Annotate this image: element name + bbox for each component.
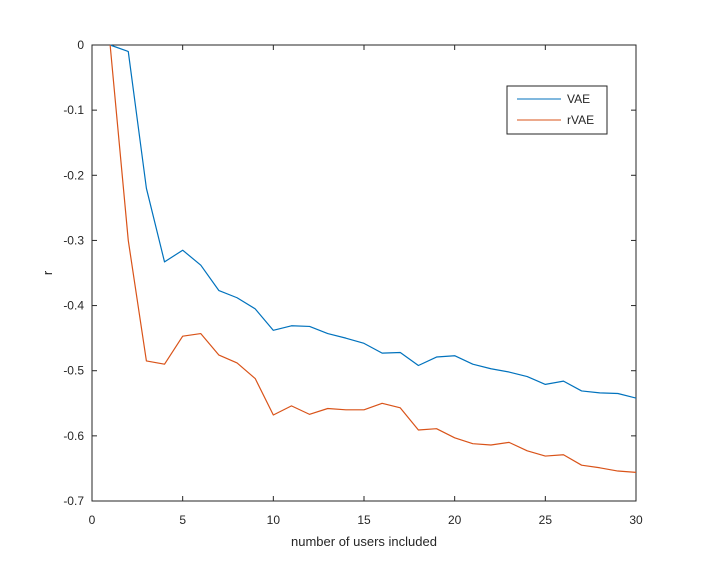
ticks-layer: 0 5 10 15 20 25 30 0 -0.1 -0.2 -0.3 -0.4 -0.5 -0.6 -0.… — [63, 38, 643, 527]
y-tick-label: -0.1 — [63, 103, 84, 117]
legend: VAE rVAE — [506, 85, 608, 135]
x-tick-label: 0 — [89, 513, 96, 527]
series-line-vae — [109, 44, 637, 399]
legend-box — [506, 85, 608, 135]
y-tick-label: -0.6 — [63, 429, 84, 443]
series-line-rvae — [109, 44, 637, 473]
x-tick-label: 10 — [267, 513, 281, 527]
x-tick-label: 5 — [179, 513, 186, 527]
x-tick-label: 20 — [448, 513, 462, 527]
legend-label-vae: VAE — [567, 92, 590, 106]
y-tick-label: -0.4 — [63, 299, 84, 313]
y-axis-label: r — [40, 270, 55, 275]
x-axis-label: number of users included — [291, 534, 437, 549]
y-tick-label: 0 — [77, 38, 84, 52]
series-layer — [109, 44, 637, 473]
x-tick-label: 30 — [629, 513, 643, 527]
y-tick-label: -0.5 — [63, 364, 84, 378]
y-tick-label: -0.2 — [63, 168, 84, 182]
y-tick-label: -0.3 — [63, 233, 84, 247]
x-tick-label: 25 — [539, 513, 553, 527]
legend-label-rvae: rVAE — [567, 113, 594, 127]
x-tick-label: 15 — [357, 513, 371, 527]
y-tick-label: -0.7 — [63, 494, 84, 508]
